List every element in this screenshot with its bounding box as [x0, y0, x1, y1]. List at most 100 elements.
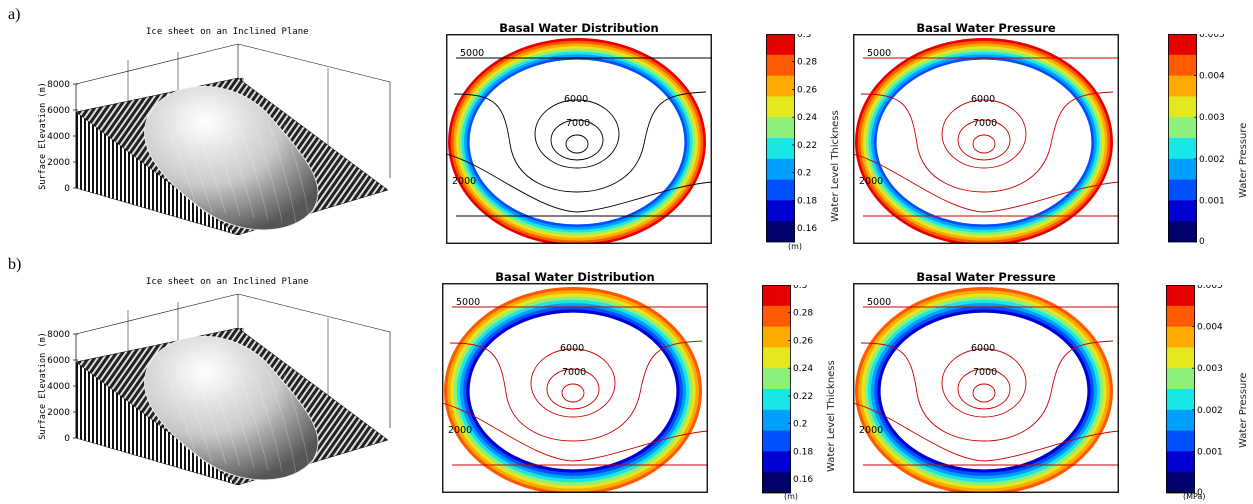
colorbar-tick-label: 0.004	[1199, 72, 1225, 82]
water-colorbar-b: 0.3 0.28 0.26 0.24 0.22 0.2 0.18 0.16	[762, 285, 813, 494]
contour-7000	[546, 368, 600, 410]
z-tick-label: 2000	[47, 158, 70, 168]
colorbar-tick-label: 0.24	[793, 364, 813, 374]
contour-7000-inner	[972, 134, 996, 154]
colorbar-segment	[1166, 389, 1195, 411]
colorbar-segment	[1168, 138, 1197, 160]
dome-mesh-line	[203, 358, 241, 467]
colorbar-segment	[1166, 430, 1195, 452]
pressure-colorbar-a: 0.005 0.004 0.003 0.002 0.001 0	[1168, 34, 1225, 246]
z-axis-label: Surface Elevation (m)	[38, 82, 48, 189]
contour-label-6000: 6000	[971, 94, 995, 105]
dome-mesh-line	[283, 123, 311, 227]
z-tick-label: 0	[64, 434, 70, 444]
colorbar-tick-label: 0.003	[1199, 113, 1225, 123]
colorbar-segment	[762, 430, 791, 452]
colorbar-segment	[1166, 285, 1195, 307]
z-tick-label: 8000	[47, 330, 70, 340]
water-colorbar-label-b: Water Level Thickness	[826, 360, 837, 472]
colorbar-frame	[766, 34, 795, 242]
colorbar-tick-label: 0.22	[793, 392, 813, 402]
colorbar-tick-label: 0	[1199, 237, 1205, 246]
dome-mesh-line	[155, 349, 199, 461]
contour-7000-inner	[565, 134, 589, 154]
contour-label-6000: 6000	[971, 343, 995, 354]
pressure-colorbar-label-b: Water Pressure	[1238, 372, 1249, 448]
dome-mesh-line	[203, 108, 241, 217]
pressure-title-a: Basal Water Pressure	[916, 21, 1056, 35]
colorbar-segment	[1168, 75, 1197, 97]
colorbar-tick-label: 0.26	[793, 336, 813, 346]
contour-u	[453, 91, 707, 193]
colorbar-segment	[766, 200, 795, 222]
contour-7000	[550, 119, 604, 161]
dome-mesh-line	[219, 361, 255, 469]
map-frame	[853, 283, 1119, 493]
dome-mesh-line	[187, 355, 227, 465]
colorbar-tick-label: 0.003	[1197, 364, 1223, 374]
ice-dome	[144, 336, 319, 481]
contour-7000-inner	[561, 383, 585, 403]
dome-mesh-line	[171, 352, 213, 463]
contour-label-2000: 2000	[452, 176, 476, 187]
contour-7000-inner	[972, 383, 996, 403]
contour-label-2000: 2000	[859, 425, 883, 436]
colorbar-tick-label: 0.18	[793, 447, 813, 457]
water-colorbar-unit-b: (m)	[784, 492, 799, 501]
water-colorbar-label-a: Water Level Thickness	[830, 110, 841, 222]
colorbar-segment	[1166, 409, 1195, 431]
colorbar-tick-label: 0.2	[797, 169, 811, 179]
dome-mesh-line	[283, 373, 311, 477]
colorbar-tick-label: 0.3	[793, 285, 807, 291]
row-a-label: a)	[8, 6, 21, 23]
colorbar-tick-label: 0.28	[797, 58, 817, 68]
map-frame	[442, 283, 708, 493]
colorbar-segment	[762, 285, 791, 307]
colorbar-segment	[766, 158, 795, 180]
contour-6000	[530, 348, 616, 418]
colorbar-tick-label: 0.22	[797, 141, 817, 151]
ring-interior	[876, 59, 1092, 225]
colorbar-segment	[1168, 158, 1197, 180]
colorbar-tick-label: 0.16	[797, 224, 817, 234]
colorbar-tick-label: 0.2	[793, 420, 807, 430]
row-b-label: b)	[8, 256, 22, 273]
colorbar-tick-label: 0.002	[1199, 155, 1225, 165]
contour-label-5000: 5000	[867, 48, 891, 59]
contour-u	[449, 340, 703, 442]
pressure-map-a: 5000 6000 7000 2000	[853, 34, 1119, 244]
contour-label-6000: 6000	[560, 343, 584, 354]
pressure-colorbar-b: 0.005 0.004 0.003 0.002 0.001 0	[1166, 285, 1223, 497]
colorbar-segment	[766, 138, 795, 160]
dome-mesh-line	[235, 114, 269, 221]
dome-mesh-line	[267, 370, 297, 475]
surface-title-b: Ice sheet on an Inclined Plane	[146, 277, 309, 287]
colorbar-segment	[766, 117, 795, 139]
map-frame	[446, 34, 712, 244]
contour-lower	[442, 402, 708, 462]
water-map-b: 5000 6000 7000 2000	[442, 283, 708, 493]
colorbar-segment	[766, 34, 795, 56]
colorbar-segment	[762, 451, 791, 473]
contour-label-6000: 6000	[564, 94, 588, 105]
dome-mesh-line	[251, 117, 283, 223]
contour-label-2000: 2000	[859, 176, 883, 187]
pressure-colorbar-label-a: Water Pressure	[1238, 122, 1249, 198]
colorbar-segment	[1168, 34, 1197, 56]
colorbar-tick-label: 0.005	[1197, 285, 1223, 291]
ring-interior	[469, 59, 685, 225]
water-colorbar-unit-a: (m)	[788, 242, 803, 251]
colorbar-segment	[1166, 347, 1195, 369]
ice-dome	[144, 86, 319, 231]
colorbar-tick-label: 0.24	[797, 113, 817, 123]
z-tick-label: 2000	[47, 408, 70, 418]
colorbar-segment	[762, 472, 791, 494]
colorbar-segment	[762, 305, 791, 327]
colorbar-segment	[1168, 179, 1197, 201]
contour-7000	[957, 119, 1011, 161]
z-tick-label: 4000	[47, 382, 70, 392]
back-frame	[75, 293, 391, 428]
colorbar-tick-label: 0.001	[1199, 196, 1225, 206]
colorbar-segment	[1166, 326, 1195, 348]
colorbar-segment	[762, 326, 791, 348]
